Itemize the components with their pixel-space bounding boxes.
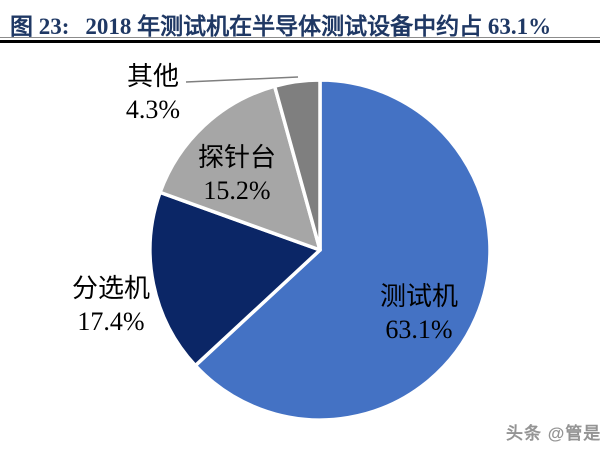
watermark: 头条 @管是 [506,424,600,443]
title-divider-rule [0,37,600,43]
slice-label-value: 63.1% [385,315,453,344]
figure-title: 图 23: 2018 年测试机在半导体测试设备中约占 63.1% [10,7,551,41]
pie-chart-area: 其他 4.3% 探针台 15.2% 分选机 17.4% 测试机 63.1% [0,46,600,451]
pie-slice-3 [272,78,322,252]
slice-label-value: 17.4% [77,307,145,336]
slice-label-name: 测试机 [379,282,458,311]
figure-title-prefix: 图 23: [10,14,70,39]
slice-label-value: 15.2% [203,176,271,205]
slice-label-fenxuanji: 分选机 17.4% [41,272,181,338]
pie-slice-2 [158,84,322,252]
pie-slice-0 [193,78,492,422]
slice-label-tanzhentai: 探针台 15.2% [167,141,307,207]
slice-label-name: 其他 [126,62,179,91]
figure-title-text: 2018 年测试机在半导体测试设备中约占 63.1% [85,14,552,39]
pie-chart-svg [148,76,492,422]
slice-label-ceshiji: 测试机 63.1% [349,280,489,346]
slice-label-qita: 其他 4.3% [83,60,223,126]
slice-label-name: 探针台 [197,143,276,172]
slice-label-value: 4.3% [125,95,181,124]
slice-label-name: 分选机 [71,274,150,303]
qita-callout-line [185,76,299,83]
